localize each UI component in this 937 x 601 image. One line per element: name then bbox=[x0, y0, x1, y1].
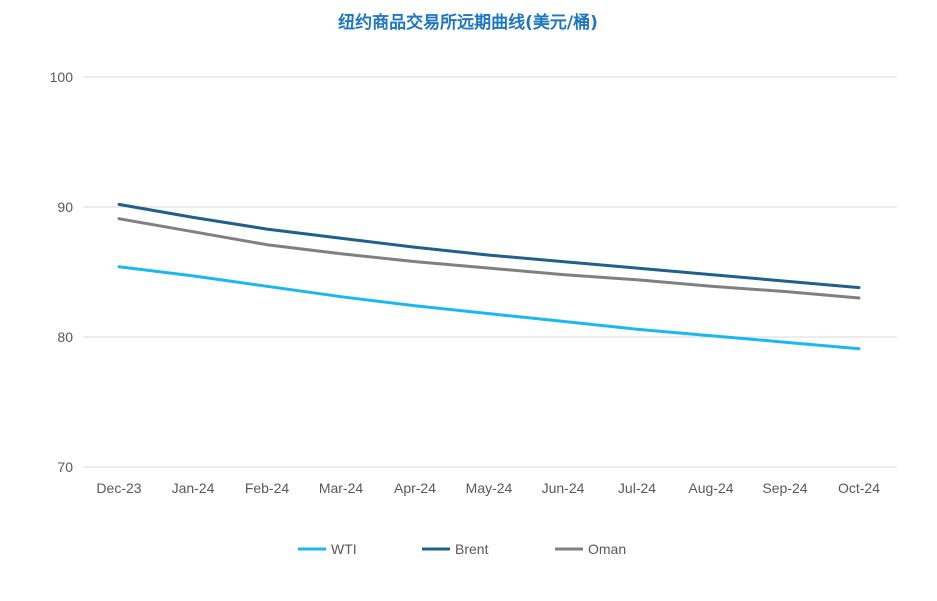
y-axis-ticks: 70 80 90 100 bbox=[50, 69, 74, 475]
legend-label-brent: Brent bbox=[455, 541, 489, 557]
series-line-wti bbox=[117, 265, 861, 351]
x-tick-label: Dec-23 bbox=[96, 480, 141, 496]
x-tick-label: Sep-24 bbox=[762, 480, 807, 496]
x-tick-label: Jan-24 bbox=[172, 480, 215, 496]
x-axis-ticks: Dec-23 Jan-24 Feb-24 Mar-24 Apr-24 May-24 Jun-… bbox=[96, 480, 880, 496]
x-tick-label: May-24 bbox=[466, 480, 513, 496]
x-tick-label: Apr-24 bbox=[394, 480, 436, 496]
y-tick-label: 100 bbox=[50, 69, 74, 85]
x-tick-label: Jul-24 bbox=[618, 480, 656, 496]
x-tick-label: Aug-24 bbox=[688, 480, 733, 496]
series-line-brent bbox=[117, 202, 861, 290]
x-tick-label: Oct-24 bbox=[838, 480, 880, 496]
series-line-oman bbox=[117, 217, 861, 300]
legend-label-wti: WTI bbox=[331, 541, 357, 557]
y-tick-label: 70 bbox=[57, 459, 73, 475]
x-tick-label: Mar-24 bbox=[319, 480, 364, 496]
series-lines bbox=[117, 202, 861, 351]
x-tick-label: Jun-24 bbox=[542, 480, 585, 496]
y-tick-label: 90 bbox=[57, 199, 73, 215]
y-tick-label: 80 bbox=[57, 329, 73, 345]
legend-label-oman: Oman bbox=[588, 541, 626, 557]
chart-title: 纽约商品交易所远期曲线(美元/桶) bbox=[338, 12, 598, 33]
x-tick-label: Feb-24 bbox=[245, 480, 290, 496]
legend: WTI Brent Oman bbox=[298, 541, 626, 557]
grid-lines bbox=[84, 76, 897, 468]
